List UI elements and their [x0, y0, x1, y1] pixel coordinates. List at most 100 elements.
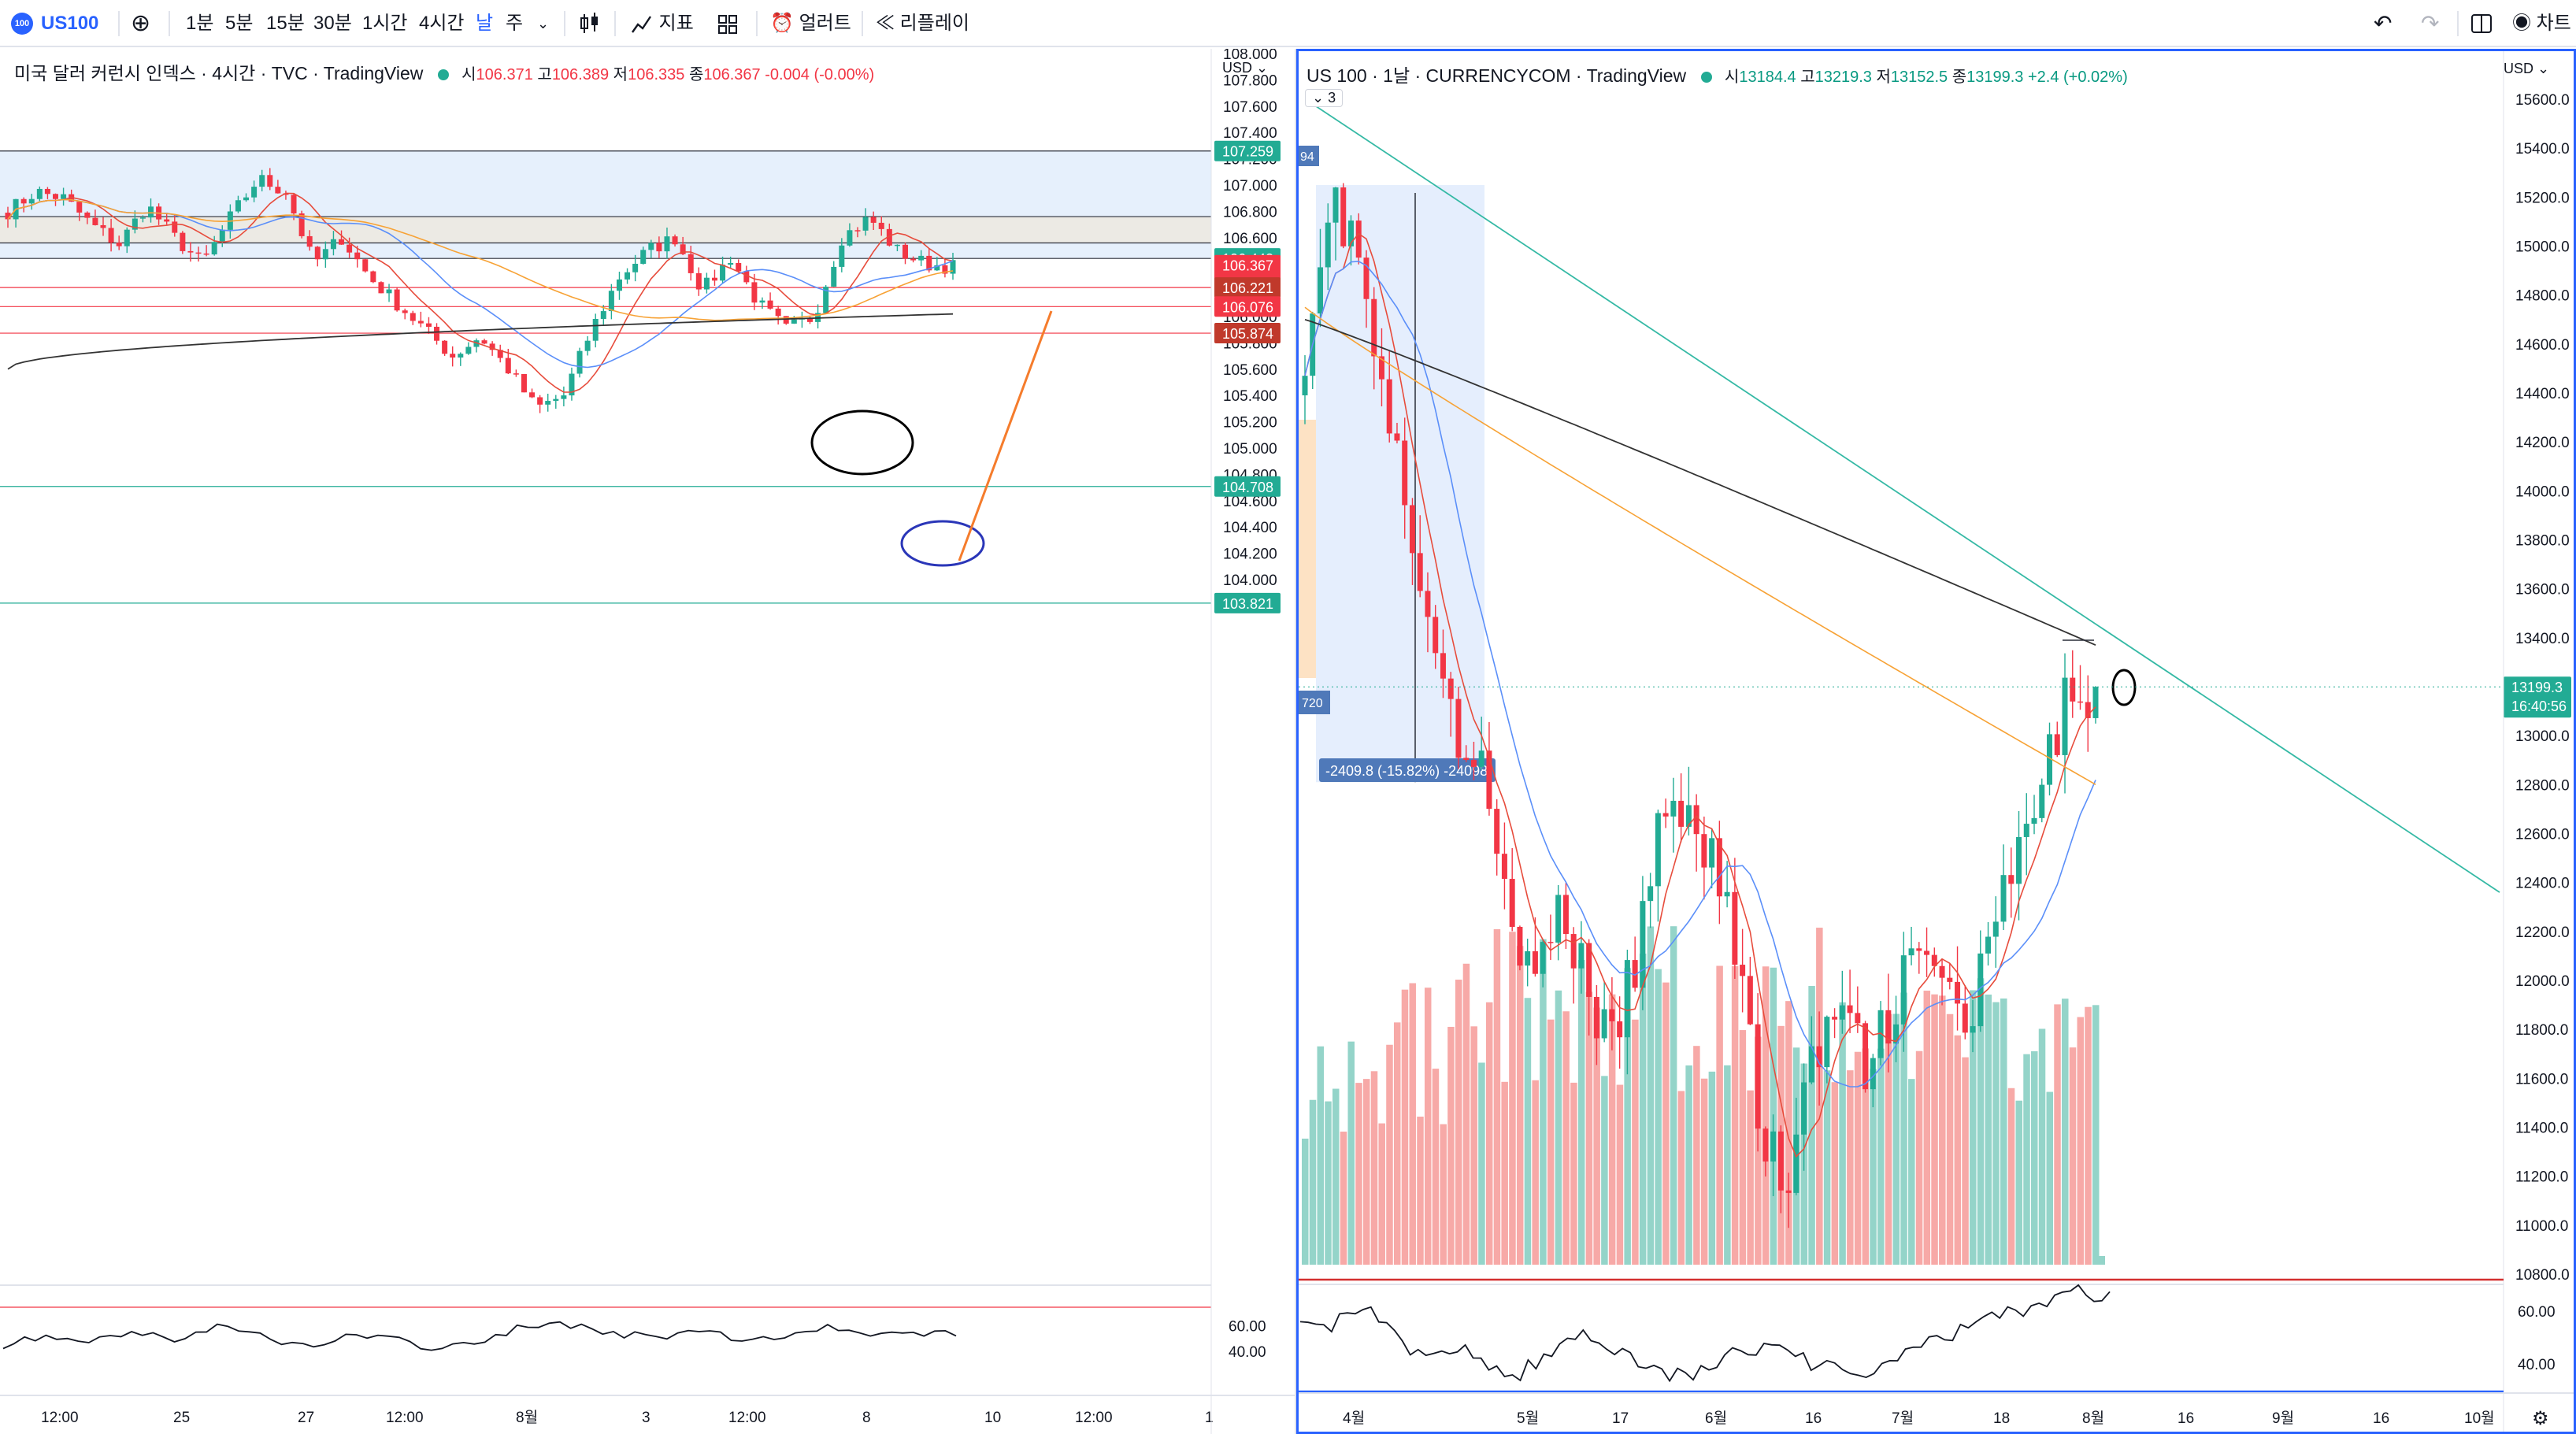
symbol-search-button[interactable]: US100 — [41, 13, 99, 34]
volume-bar — [1417, 1116, 1424, 1265]
timeframe-dropdown-chevron-icon[interactable]: ⌄ — [537, 16, 550, 31]
undo-icon[interactable]: ↶ — [2374, 11, 2393, 35]
volume-bar — [1386, 1044, 1393, 1265]
pane-divider[interactable] — [1295, 49, 1296, 1434]
long-position-zone — [1299, 420, 1316, 678]
volume-bar — [1892, 1013, 1900, 1265]
candle-body — [1440, 653, 1446, 679]
timeframe-4h[interactable]: 4시간 — [419, 13, 465, 34]
timeframe-15m[interactable]: 15분 — [266, 13, 305, 34]
timeframe-30m[interactable]: 30분 — [313, 13, 352, 34]
volume-bar — [1547, 1019, 1555, 1265]
timeframe-5m[interactable]: 5분 — [225, 13, 254, 34]
candle-body — [839, 245, 845, 267]
indicators-button[interactable]: 지표 — [630, 9, 694, 38]
candle-body — [529, 392, 536, 398]
volume-bar — [2031, 1050, 2038, 1265]
candle-body — [347, 244, 353, 253]
candle-body — [92, 217, 98, 225]
volume-bar — [1700, 1078, 1708, 1265]
price-axis-tick: 106.600 — [1223, 231, 1277, 247]
candle-body — [1470, 760, 1477, 767]
candle-body — [545, 401, 551, 405]
candle-body — [1540, 942, 1546, 974]
currency-selector[interactable]: USD ⌄ — [1222, 60, 1268, 76]
volume-bar — [1900, 992, 1907, 1265]
price-axis-tick: 11200.0 — [2515, 1169, 2568, 1186]
replay-button[interactable]: ≪ 리플레이 — [876, 9, 969, 38]
candle-body — [1463, 758, 1470, 761]
candle-body — [1578, 943, 1585, 969]
chart-settings-button[interactable]: ◉ 차트 — [2512, 9, 2571, 38]
candle-body — [417, 321, 424, 324]
symbol-logo-icon[interactable]: 100 — [11, 13, 33, 35]
volume-bar — [1662, 982, 1670, 1265]
volume-bar — [1677, 1091, 1685, 1265]
volume-bar — [1478, 1062, 1485, 1265]
candle-body — [1417, 553, 1423, 591]
candle-body — [1363, 258, 1370, 299]
price-axis-tick: 104.600 — [1223, 494, 1277, 510]
candle-style-button[interactable] — [578, 9, 602, 38]
right-chart-title[interactable]: US 100 · 1날 · CURRENCYCOM · TradingView — [1307, 65, 1687, 86]
candle-body — [434, 326, 440, 341]
candle-body — [1724, 891, 1730, 897]
candle-body — [1570, 934, 1577, 969]
candle-body — [442, 340, 448, 354]
currency-label: USD — [2504, 61, 2534, 76]
edge-tag-label: 720 — [1302, 697, 1323, 710]
left-chart-canvas[interactable]: 108.000107.800107.600107.400107.200107.0… — [0, 49, 1295, 1434]
volume-bar — [1915, 1050, 1923, 1265]
candle-body — [521, 373, 527, 393]
left-chart-title[interactable]: 미국 달러 커런시 인덱스 · 4시간 · TVC · TradingView — [14, 63, 424, 83]
candle-body — [425, 323, 432, 327]
price-tag-label: 103.821 — [1222, 596, 1273, 612]
candle-body — [569, 373, 575, 396]
layouts-button[interactable] — [717, 9, 740, 38]
volume-bar — [1716, 965, 1723, 1265]
currency-selector[interactable]: USD ⌄ — [2504, 61, 2549, 77]
candle-body — [267, 175, 273, 187]
candle-body — [314, 246, 321, 260]
timeframe-1m[interactable]: 1분 — [186, 13, 214, 34]
price-axis-tick: 13800.0 — [2515, 533, 2570, 550]
candle-body — [862, 217, 869, 231]
market-open-status-icon — [1700, 71, 1712, 83]
candle-body — [513, 373, 519, 375]
candle-body — [1632, 960, 1638, 988]
left-chart-pane[interactable]: 미국 달러 커런시 인덱스 · 4시간 · TVC · TradingView … — [0, 49, 1295, 1434]
volume-bar — [1762, 966, 1770, 1265]
timeframe-1w[interactable]: 주 — [506, 13, 524, 34]
candle-body — [703, 277, 710, 290]
volume-bar — [1708, 1071, 1716, 1265]
time-axis-tick: 16 — [2373, 1410, 2389, 1427]
candle-body — [1617, 1021, 1623, 1038]
candles-icon — [580, 13, 598, 33]
candle-body — [1863, 1023, 1869, 1090]
candle-body — [1709, 838, 1715, 868]
ma-orange-line — [1304, 306, 2096, 785]
candle-body — [688, 254, 694, 273]
collapse-indicators-button[interactable]: ⌄ 3 — [1305, 89, 1344, 107]
candle-body — [5, 213, 11, 220]
candle-body — [2062, 677, 2068, 755]
timeframe-1h[interactable]: 1시간 — [362, 13, 408, 34]
open-label: 시 — [461, 66, 476, 83]
low-value: 13152.5 — [1890, 69, 1948, 86]
timeframe-1d[interactable]: 날 — [476, 13, 494, 34]
right-chart-pane[interactable]: US 100 · 1날 · CURRENCYCOM · TradingView … — [1296, 49, 2576, 1434]
candle-body — [386, 289, 392, 294]
candle-body — [298, 213, 305, 236]
redo-icon[interactable]: ↷ — [2421, 11, 2440, 35]
add-symbol-icon[interactable]: ⊕ — [131, 10, 151, 36]
right-chart-legend: US 100 · 1날 · CURRENCYCOM · TradingView … — [1307, 61, 2128, 87]
ma-blue-line — [1304, 261, 2096, 1088]
candle-body — [1509, 879, 1515, 927]
right-chart-canvas[interactable]: -2409.8 (-15.82%) -24098 94 720 15600.0 1540… — [1299, 51, 2574, 1432]
alert-button[interactable]: ⏰ 얼러트 — [770, 9, 851, 38]
candle-body — [1409, 505, 1415, 554]
volume-bar — [1962, 1057, 1969, 1265]
split-layout-button[interactable] — [2470, 9, 2493, 38]
candle-body — [1486, 750, 1492, 810]
candle-body — [950, 260, 956, 274]
